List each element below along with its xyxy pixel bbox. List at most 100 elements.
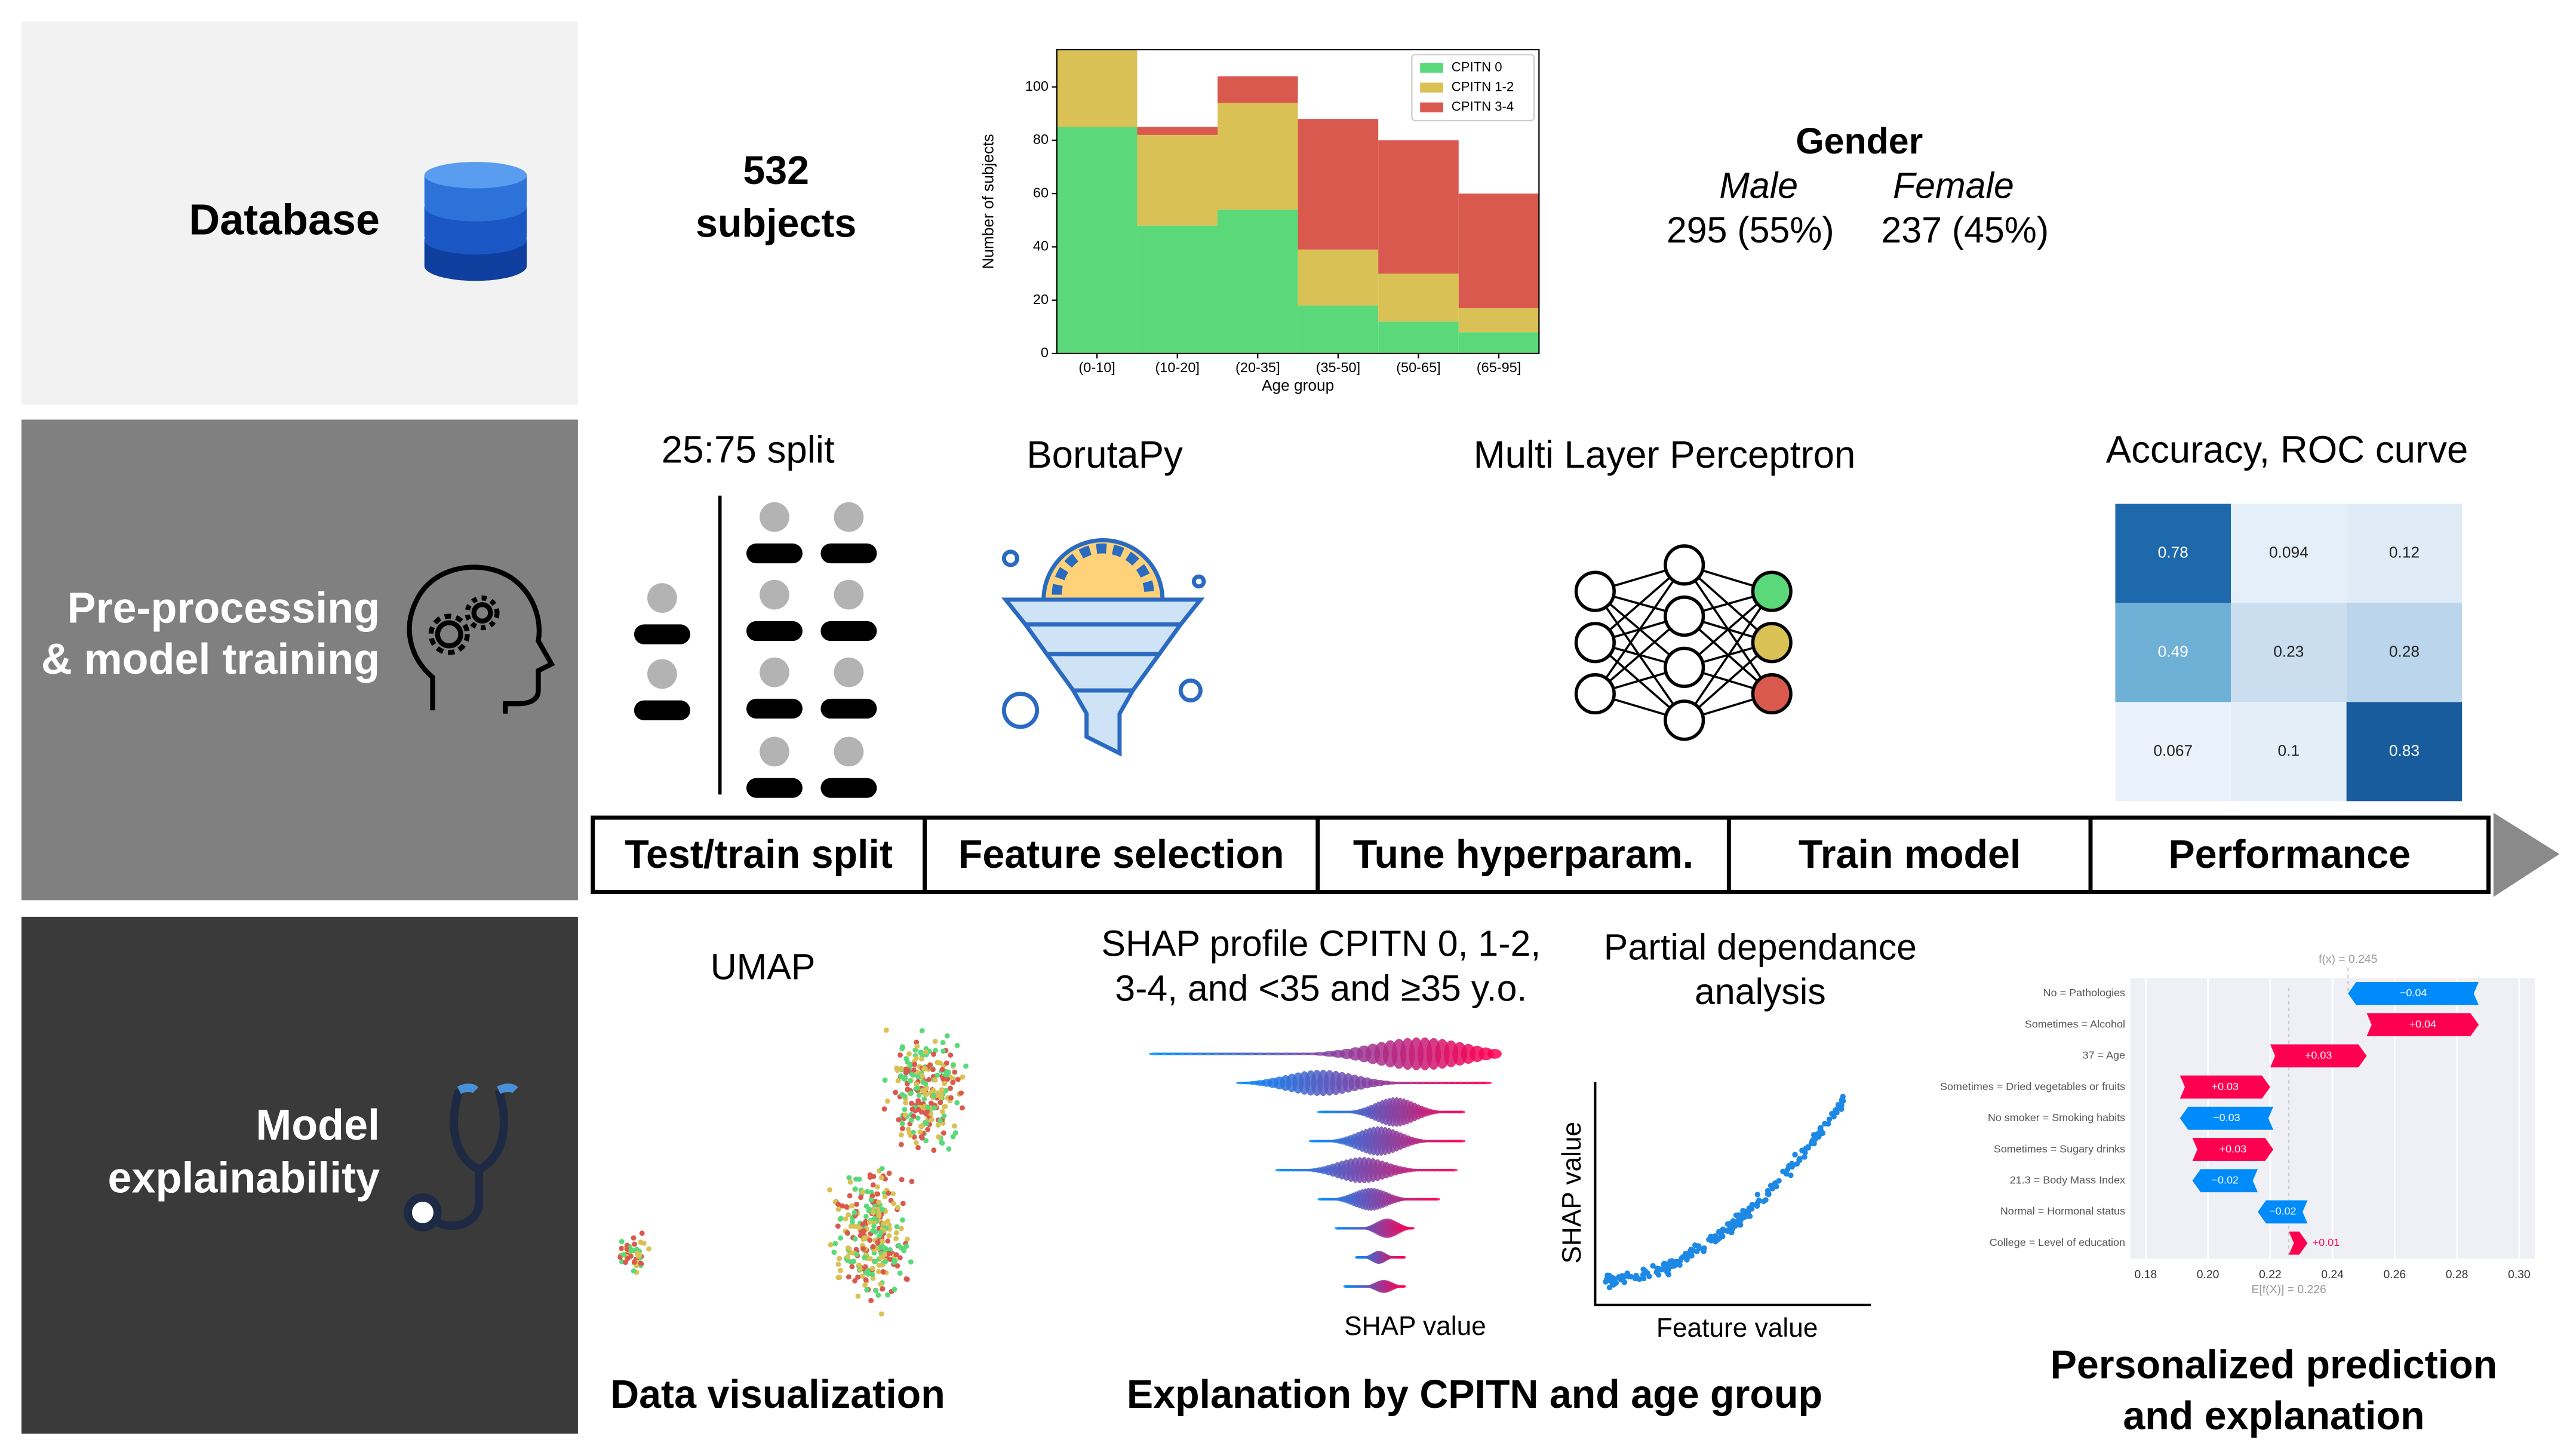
umap-dot [893, 1252, 899, 1258]
x-tick-label: 0.28 [2446, 1268, 2469, 1281]
umap-dot [948, 1095, 954, 1101]
pd-dot [1803, 1145, 1809, 1152]
pd-dot [1831, 1111, 1837, 1118]
umap-dot [850, 1219, 855, 1225]
umap-dot [943, 1060, 949, 1066]
nn-node [1664, 646, 1705, 688]
heatmap-cell [2115, 603, 2231, 702]
umap-dot [852, 1210, 857, 1215]
shap-blob [1448, 1168, 1458, 1172]
pd-dot [1756, 1198, 1762, 1204]
umap-dot [635, 1253, 641, 1259]
umap-dot [921, 1088, 927, 1094]
x-tick-label: 0.24 [2321, 1268, 2344, 1281]
umap-dot [886, 1222, 892, 1228]
umap-dot [932, 1077, 938, 1083]
umap-dot [854, 1251, 860, 1257]
row-label: Model [256, 1101, 380, 1149]
person-body [820, 698, 877, 719]
gender-title: Gender [1796, 121, 1923, 161]
person-body [634, 700, 690, 720]
neural-network-icon [1574, 544, 1793, 741]
feature-label: College = Level of education [1990, 1236, 2125, 1248]
cell-label: 0.067 [2153, 741, 2193, 759]
y-axis-label: Number of subjects [979, 134, 997, 269]
person-head [834, 657, 864, 687]
shap-blob [1457, 1110, 1466, 1113]
nn-node [1664, 595, 1705, 637]
umap-dot [878, 1254, 884, 1260]
umap-dot [845, 1254, 851, 1260]
umap-dot [883, 1259, 888, 1265]
umap-dot [852, 1236, 858, 1242]
umap-dot [915, 1144, 921, 1150]
umap-dot [914, 1039, 920, 1045]
cell-label: 0.28 [2389, 642, 2420, 660]
x-axis-label: Age group [1262, 376, 1334, 394]
shap-blob [1487, 1049, 1502, 1059]
umap-dot [835, 1261, 841, 1267]
nn-node [1574, 570, 1616, 612]
umap-dot [868, 1197, 874, 1203]
umap-dot [925, 1126, 931, 1132]
shap-blob [1433, 1198, 1440, 1201]
bar-segment [1218, 103, 1298, 210]
value-label: −0.02 [2269, 1205, 2296, 1217]
umap-dot [828, 1242, 834, 1248]
umap-dot [931, 1147, 937, 1153]
umap-dot [960, 1074, 966, 1080]
pd-dot [1765, 1191, 1771, 1197]
pd-dot [1789, 1161, 1795, 1166]
pd-dot [1624, 1270, 1630, 1276]
heatmap-cell [2115, 504, 2231, 603]
waterfall-bar [2348, 981, 2479, 1005]
x-tick-label: (65-95] [1477, 360, 1521, 375]
umap-dot [898, 1141, 904, 1147]
umap-dot [927, 1062, 933, 1068]
bar-segment [1298, 305, 1379, 354]
value-label: +0.01 [2313, 1236, 2340, 1248]
gender-female: Female [1893, 165, 2014, 205]
umap-dot [955, 1077, 961, 1082]
umap-dot [923, 1138, 929, 1144]
umap-dot [925, 1104, 930, 1110]
umap-dot [950, 1134, 956, 1140]
cell-label: 0.1 [2278, 741, 2300, 759]
pd-dot [1674, 1259, 1681, 1265]
pd-axes [1594, 1082, 1871, 1306]
x-tick-label: (0-10] [1078, 360, 1115, 375]
umap-dot [908, 1090, 914, 1096]
waterfall-bar [2180, 1075, 2270, 1099]
umap-dot [865, 1271, 871, 1277]
umap-dot [877, 1244, 883, 1250]
step-title: BorutaPy [1026, 434, 1183, 476]
pd-xlabel: Feature value [1656, 1313, 1818, 1343]
cell-label: 0.23 [2273, 642, 2304, 660]
heatmap-cell [2231, 504, 2347, 603]
umap-dot [867, 1238, 873, 1243]
umap-dot [868, 1256, 873, 1261]
umap-dot [939, 1140, 945, 1146]
umap-dot [890, 1191, 896, 1197]
x-tick-label: (35-50] [1316, 360, 1360, 375]
caption: Explanation by CPITN and age group [1127, 1373, 1822, 1417]
umap-dot [872, 1258, 878, 1264]
person-head [834, 579, 864, 610]
bar-segment [1298, 119, 1379, 250]
person-head [834, 502, 864, 532]
umap-dot [908, 1259, 914, 1265]
pd-dot [1668, 1260, 1675, 1266]
umap-dot [899, 1177, 905, 1183]
pd-dot [1741, 1214, 1747, 1220]
umap-dot [939, 1067, 945, 1073]
umap-dot [951, 1062, 956, 1068]
umap-dot [880, 1286, 886, 1292]
row-background [21, 916, 578, 1434]
y-tick-label: 80 [1033, 131, 1049, 147]
shap-blob [1409, 1227, 1415, 1230]
umap-dot [865, 1189, 870, 1195]
legend-label: CPITN 3-4 [1452, 99, 1514, 114]
subjects-text: subjects [696, 202, 856, 246]
pd-dot [1701, 1246, 1707, 1252]
umap-dot [891, 1259, 897, 1265]
